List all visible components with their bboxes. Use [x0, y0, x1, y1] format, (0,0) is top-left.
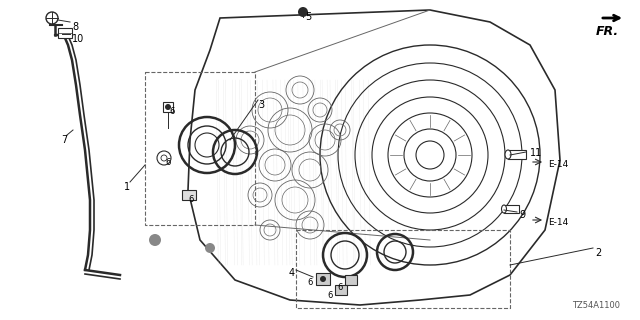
- Text: 1: 1: [124, 182, 130, 192]
- Bar: [345, 275, 357, 285]
- Text: 6: 6: [337, 283, 342, 292]
- Ellipse shape: [502, 205, 506, 213]
- Text: 11: 11: [530, 148, 542, 158]
- Text: E-14: E-14: [548, 160, 568, 169]
- Text: FR.: FR.: [596, 25, 619, 38]
- Text: E-14: E-14: [548, 218, 568, 227]
- Circle shape: [165, 104, 171, 110]
- Text: TZ54A1100: TZ54A1100: [572, 301, 620, 310]
- Text: 9: 9: [519, 210, 525, 220]
- Ellipse shape: [505, 150, 511, 159]
- Text: 4: 4: [289, 268, 295, 278]
- Text: 8: 8: [72, 22, 78, 32]
- Text: 10: 10: [72, 34, 84, 44]
- Circle shape: [149, 234, 161, 246]
- Bar: [316, 273, 330, 285]
- Bar: [145, 72, 255, 225]
- Text: 6: 6: [188, 195, 193, 204]
- Text: 6: 6: [165, 158, 170, 167]
- Bar: [163, 102, 173, 112]
- Bar: [182, 190, 196, 200]
- Circle shape: [320, 276, 326, 282]
- Circle shape: [298, 7, 308, 17]
- Text: 6: 6: [307, 278, 312, 287]
- Circle shape: [205, 243, 215, 253]
- Bar: [296, 230, 510, 308]
- Text: 6: 6: [169, 107, 174, 116]
- Text: 5: 5: [305, 12, 311, 22]
- Bar: [508, 150, 526, 159]
- Text: 6: 6: [327, 291, 332, 300]
- Bar: [58, 28, 72, 38]
- Bar: [335, 285, 347, 295]
- Text: 3: 3: [258, 100, 264, 110]
- Text: 2: 2: [595, 248, 601, 258]
- Text: 7: 7: [61, 135, 67, 145]
- Bar: [504, 205, 519, 213]
